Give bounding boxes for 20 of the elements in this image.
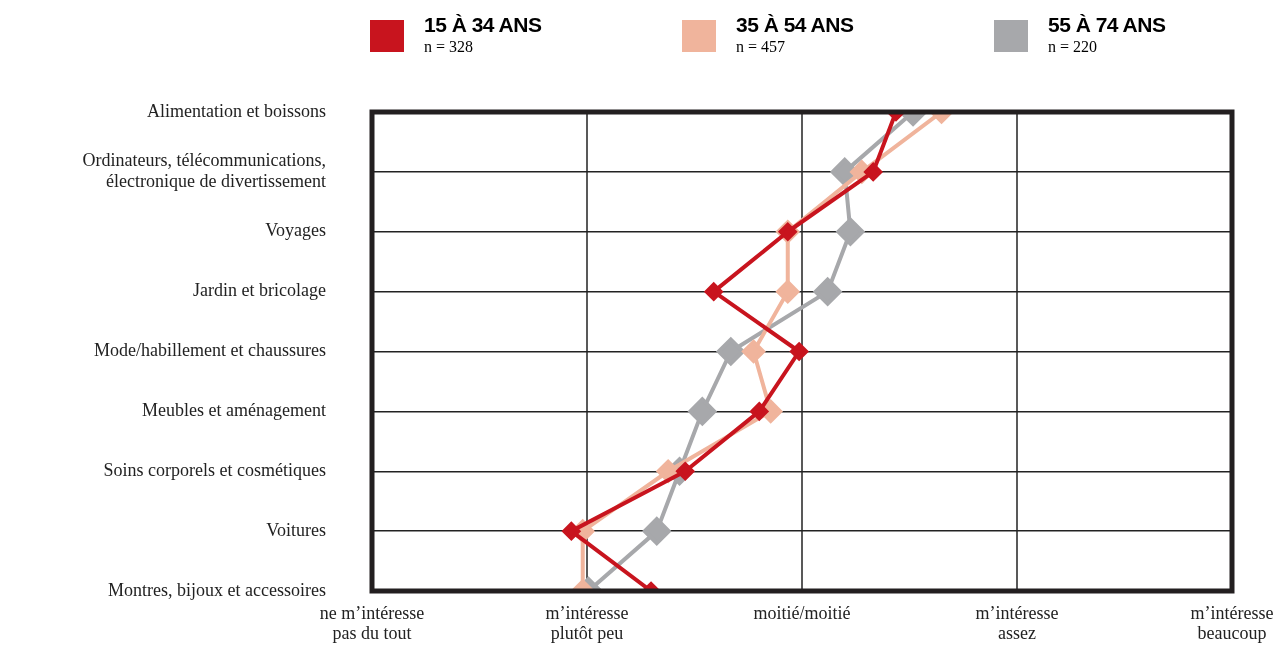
- text: moitié/moitié: [753, 602, 851, 623]
- text: n = 328: [424, 38, 475, 56]
- text: m’intéresse beaucoup: [1190, 602, 1274, 643]
- text: ne m’intéresse pas du tout: [319, 602, 425, 643]
- legend-label: 55 À 74 ANS: [1048, 12, 1166, 38]
- y-tick-label: Mode/habillement et chaussures: [94, 340, 326, 361]
- y-tick-label: Jardin et bricolage: [193, 280, 326, 301]
- legend-label: 15 À 34 ANS: [424, 12, 542, 38]
- legend-label: 35 À 54 ANS: [736, 12, 854, 38]
- text: m’intéresse plutôt peu: [545, 602, 629, 643]
- y-tick-label: Meubles et aménagement: [142, 400, 326, 421]
- text: n = 457: [736, 38, 787, 56]
- text: n = 220: [1048, 38, 1099, 56]
- y-tick-label: Ordinateurs, télécommunications, électronique de divertissement: [82, 149, 326, 192]
- y-tick-label: Montres, bijoux et accessoires: [108, 579, 326, 600]
- y-tick-label: Voyages: [265, 220, 326, 241]
- y-tick-label: Alimentation et boissons: [147, 100, 326, 121]
- text: m’intéresse assez: [975, 602, 1059, 643]
- y-tick-label: Voitures: [266, 519, 326, 540]
- y-tick-label: Soins corporels et cosmétiques: [103, 459, 326, 480]
